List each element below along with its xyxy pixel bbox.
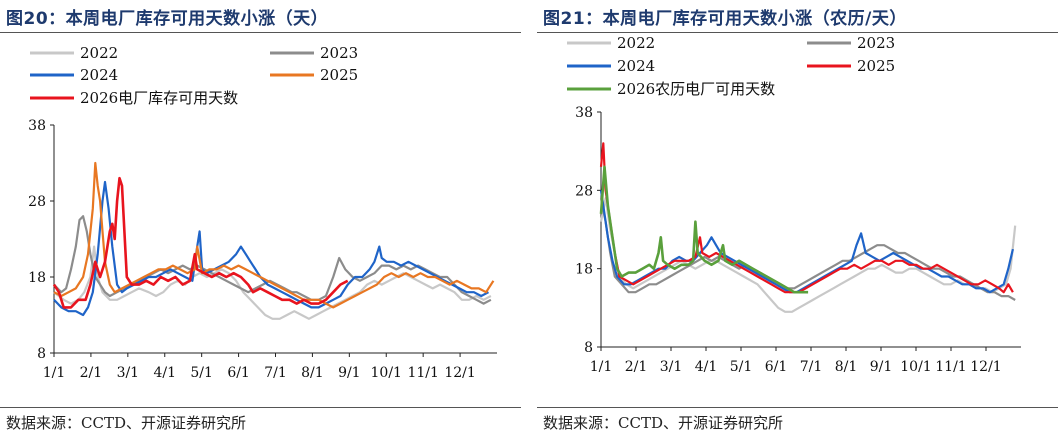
legend-label: 2023	[857, 34, 895, 52]
x-tick-label: 6/1	[227, 365, 250, 381]
y-tick-label: 38	[28, 118, 46, 134]
x-tick-label: 8/1	[835, 359, 858, 375]
data-source-note: 数据来源：CCTD、开源证券研究所	[6, 414, 246, 432]
x-tick-label: 6/1	[765, 359, 788, 375]
chart-panel-20: 图20：本周电厂库存可用天数小涨（天） 8 18 28 38 1/1 2/1 3/1 4/1 5…	[0, 0, 521, 438]
bottom-divider	[537, 407, 1058, 408]
x-tick-label: 10/1	[371, 365, 402, 381]
series-line-2	[599, 190, 1014, 294]
top-divider	[0, 32, 521, 33]
legend-label: 2025	[857, 57, 895, 75]
x-tick-label: 11/1	[935, 359, 966, 375]
x-tick-label: 2/1	[80, 365, 103, 381]
y-tick-label: 8	[37, 346, 46, 362]
data-source-note: 数据来源：CCTD、开源证券研究所	[543, 414, 783, 432]
x-tick-label: 4/1	[153, 365, 176, 381]
x-tick-label: 3/1	[117, 365, 140, 381]
x-tick-label: 8/1	[301, 365, 324, 381]
series-line-0	[53, 245, 492, 320]
legend-label: 2026电厂库存可用天数	[80, 89, 238, 107]
series-line-1	[53, 215, 492, 305]
legend-label: 2022	[80, 44, 118, 62]
bottom-divider	[0, 407, 521, 408]
legend-label: 2026农历电厂可用天数	[617, 80, 775, 98]
series-line-4	[52, 176, 349, 309]
top-divider	[537, 32, 1058, 33]
y-tick-label: 28	[575, 183, 593, 199]
legend-label: 2025	[320, 66, 358, 84]
line-chart-21: 8 18 28 38 1/1 2/1 3/1 4/1 5/1 6/1 7/1 8/1 9/1 10/1 11…	[567, 34, 1021, 375]
legend-label: 2024	[80, 66, 118, 84]
x-tick-label: 12/1	[444, 365, 475, 381]
line-chart-20: 8 18 28 38 1/1 2/1 3/1 4/1 5/1 6/1 7/1 8/1 9/1 10/1 11…	[28, 44, 497, 381]
series-line-3	[599, 142, 1014, 294]
x-tick-label: 7/1	[800, 359, 823, 375]
x-tick-label: 3/1	[660, 359, 683, 375]
legend-label: 2023	[320, 44, 358, 62]
series-line-4	[599, 165, 809, 294]
legend-label: 2022	[617, 34, 655, 52]
legend-label: 2024	[617, 57, 655, 75]
x-tick-label: 1/1	[590, 359, 613, 375]
chart-title: 图20：本周电厂库存可用天数小涨（天）	[6, 9, 329, 29]
x-tick-label: 5/1	[190, 365, 213, 381]
y-tick-label: 38	[575, 105, 593, 121]
x-tick-label: 10/1	[900, 359, 931, 375]
x-tick-label: 11/1	[407, 365, 438, 381]
y-tick-label: 8	[584, 340, 593, 356]
x-tick-label: 7/1	[264, 365, 287, 381]
x-tick-label: 9/1	[870, 359, 893, 375]
chart-title: 图21：本周电厂库存可用天数小涨（农历/天）	[543, 9, 907, 29]
x-tick-label: 9/1	[338, 365, 361, 381]
x-tick-label: 4/1	[695, 359, 718, 375]
x-tick-label: 2/1	[625, 359, 648, 375]
x-tick-label: 1/1	[43, 365, 66, 381]
series-line-1	[599, 197, 1016, 301]
series-line-0	[599, 197, 1017, 313]
series-line-2	[53, 180, 490, 317]
y-tick-label: 28	[28, 194, 46, 210]
x-tick-label: 12/1	[970, 359, 1001, 375]
y-tick-label: 18	[28, 270, 46, 286]
x-tick-label: 5/1	[730, 359, 753, 375]
y-tick-label: 18	[575, 262, 593, 278]
chart-panel-21: 图21：本周电厂库存可用天数小涨（农历/天） 8 18 28 38 1/1 2/1 3/1 4…	[537, 0, 1058, 438]
